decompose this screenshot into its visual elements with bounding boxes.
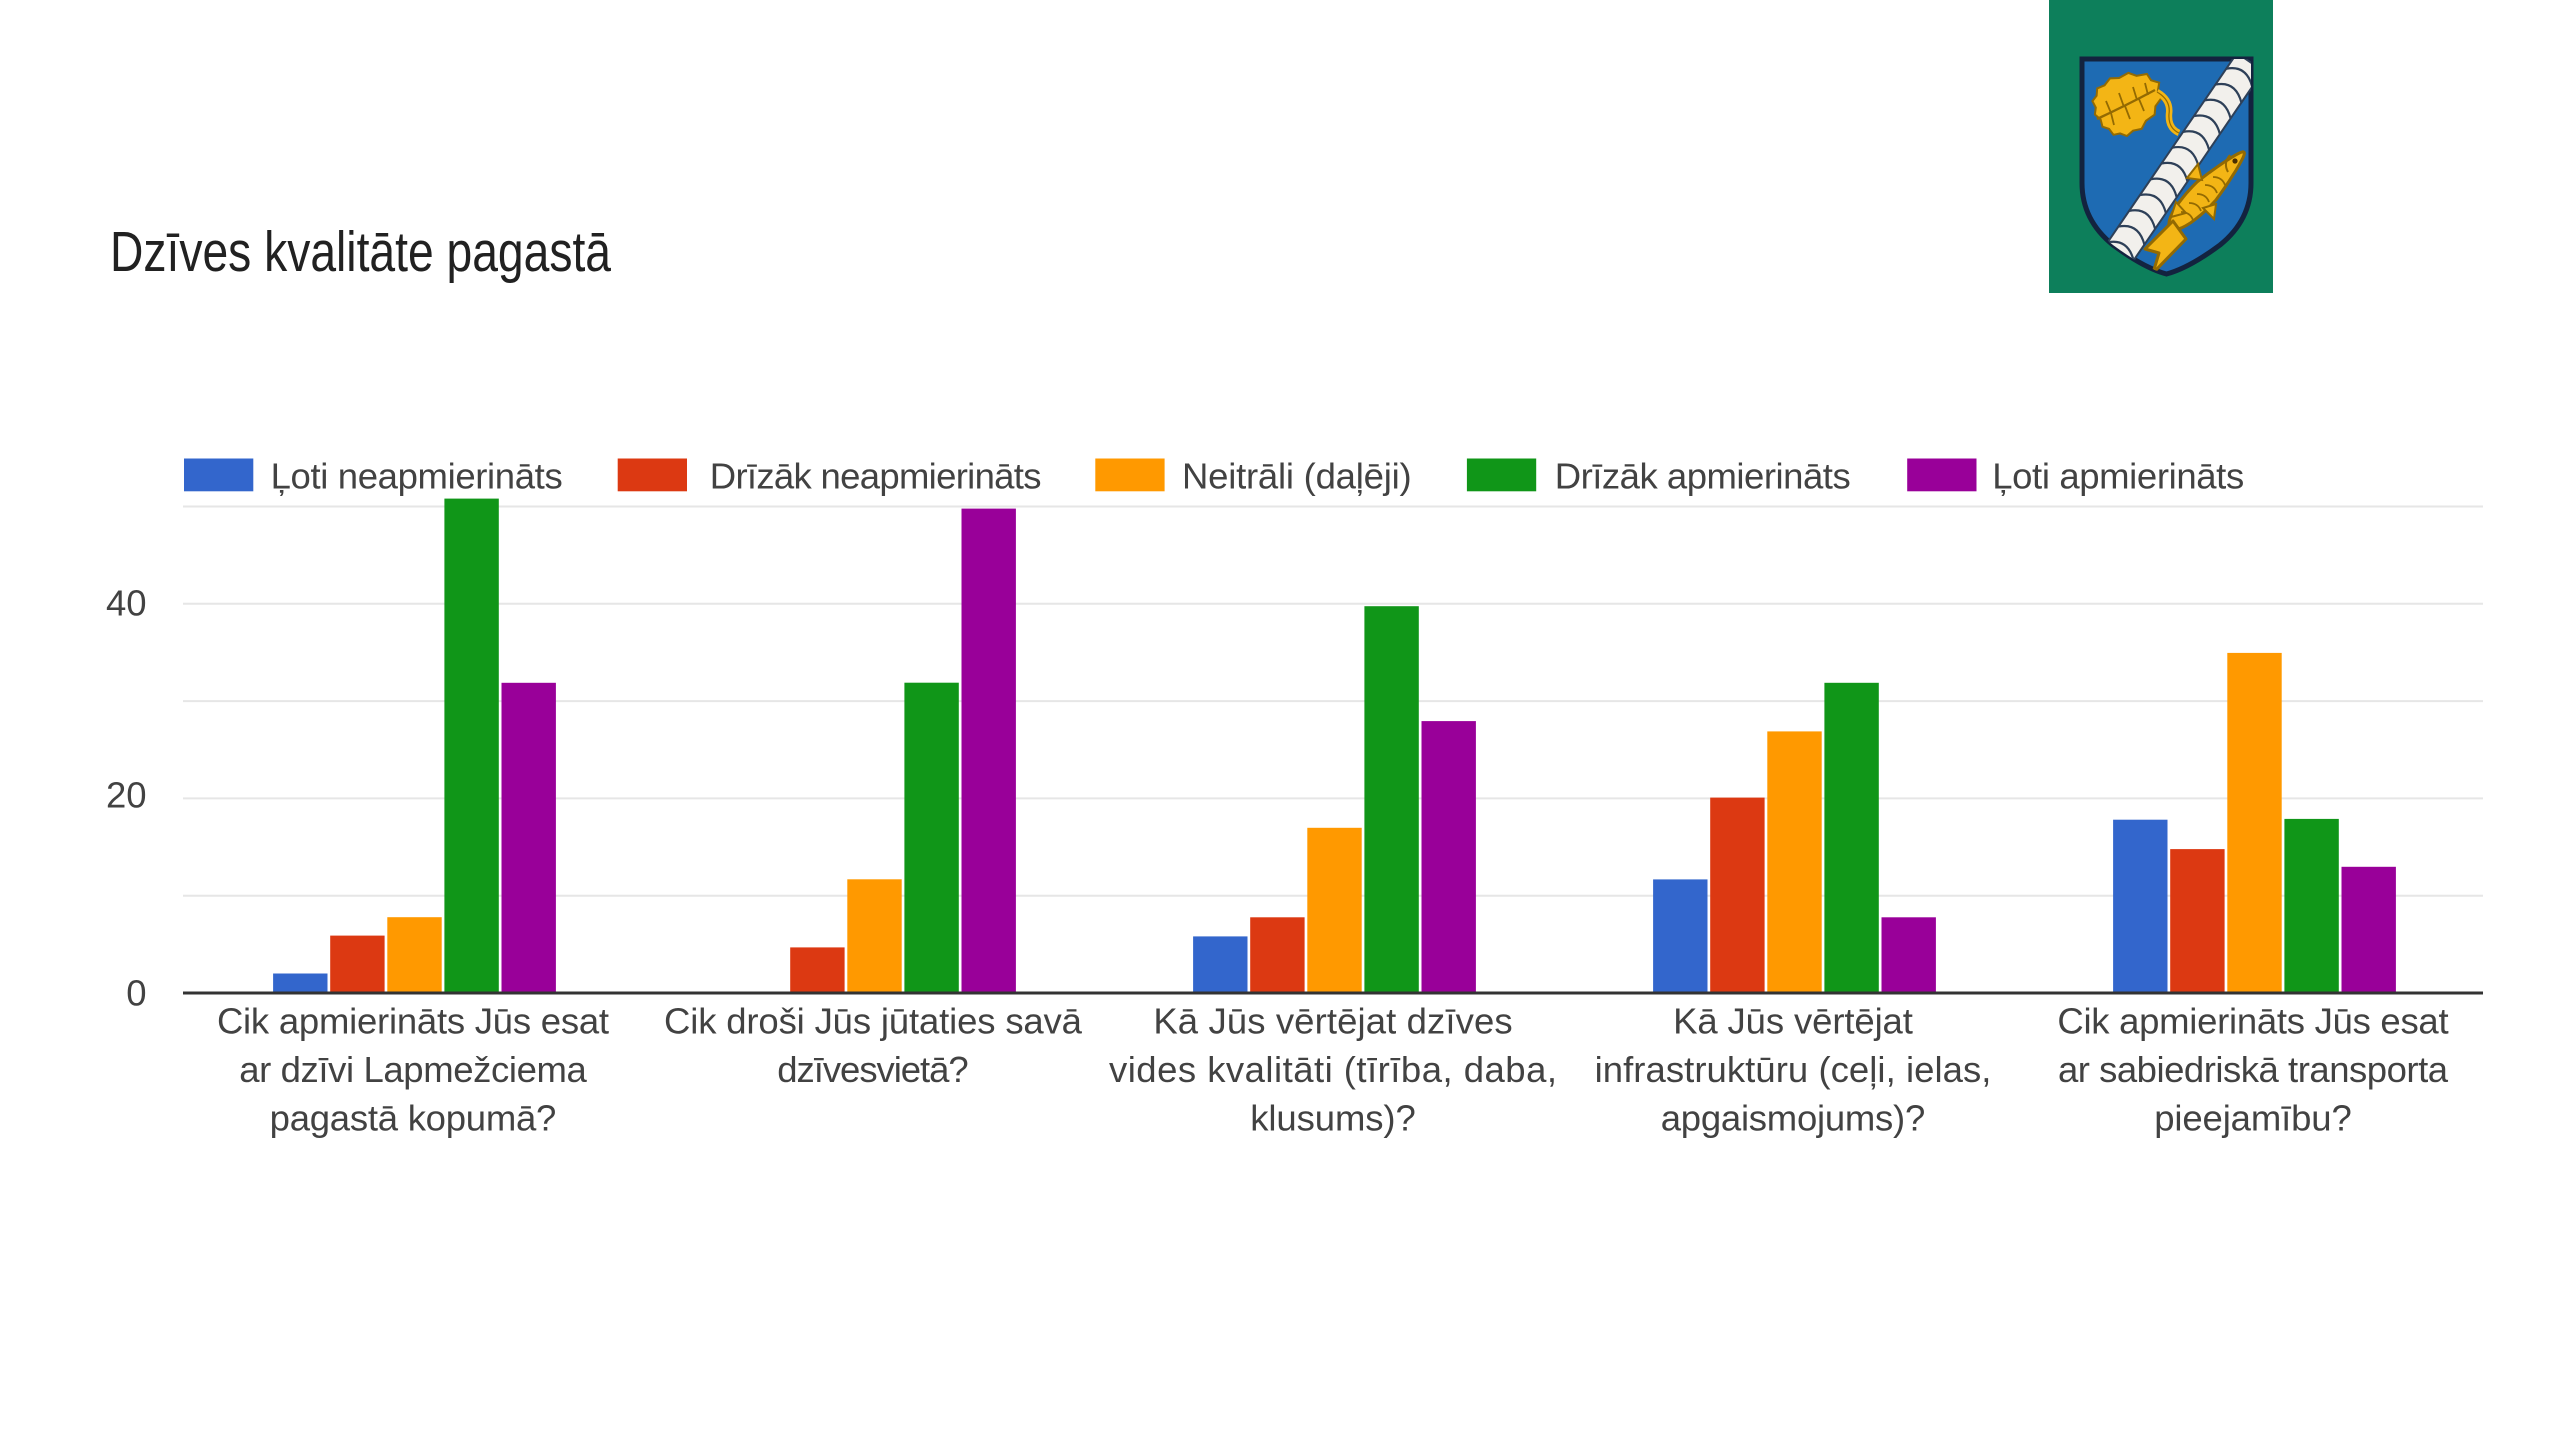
svg-text:Dzīves kvalitāte pagastā: Dzīves kvalitāte pagastā: [110, 220, 611, 284]
svg-text:pieejamību?: pieejamību?: [2154, 1097, 2352, 1138]
svg-text:apgaismojums)?: apgaismojums)?: [1661, 1097, 1926, 1138]
svg-text:infrastruktūru (ceļi, ielas,: infrastruktūru (ceļi, ielas,: [1595, 1049, 1992, 1090]
svg-text:dzīvesvietā?: dzīvesvietā?: [777, 1049, 968, 1090]
svg-text:ar sabiedriskā transporta: ar sabiedriskā transporta: [2058, 1049, 2449, 1090]
svg-text:Cik droši Jūs jūtaties savā: Cik droši Jūs jūtaties savā: [664, 1001, 1083, 1042]
svg-text:klusums)?: klusums)?: [1250, 1097, 1416, 1138]
svg-text:Drīzāk neapmierināts: Drīzāk neapmierināts: [710, 456, 1042, 497]
svg-text:Ļoti neapmierināts: Ļoti neapmierināts: [271, 456, 563, 497]
svg-text:0: 0: [126, 973, 146, 1014]
svg-text:ar dzīvi Lapmežciema: ar dzīvi Lapmežciema: [239, 1049, 587, 1090]
svg-text:Cik apmierināts Jūs esat: Cik apmierināts Jūs esat: [217, 1001, 609, 1042]
svg-text:20: 20: [106, 775, 147, 816]
svg-text:Neitrāli (daļēji): Neitrāli (daļēji): [1182, 456, 1412, 497]
svg-text:40: 40: [106, 582, 147, 623]
svg-text:Kā Jūs vērtējat dzīves: Kā Jūs vērtējat dzīves: [1153, 1001, 1512, 1042]
svg-text:Kā Jūs vērtējat: Kā Jūs vērtējat: [1673, 1001, 1913, 1042]
svg-text:Cik apmierināts Jūs esat: Cik apmierināts Jūs esat: [2057, 1001, 2448, 1042]
svg-text:Drīzāk apmierināts: Drīzāk apmierināts: [1555, 456, 1851, 497]
svg-text:Ļoti apmierināts: Ļoti apmierināts: [1992, 456, 2244, 497]
svg-text:vides kvalitāti (tīrība, daba,: vides kvalitāti (tīrība, daba,: [1109, 1049, 1557, 1090]
svg-text:pagastā kopumā?: pagastā kopumā?: [270, 1097, 557, 1138]
